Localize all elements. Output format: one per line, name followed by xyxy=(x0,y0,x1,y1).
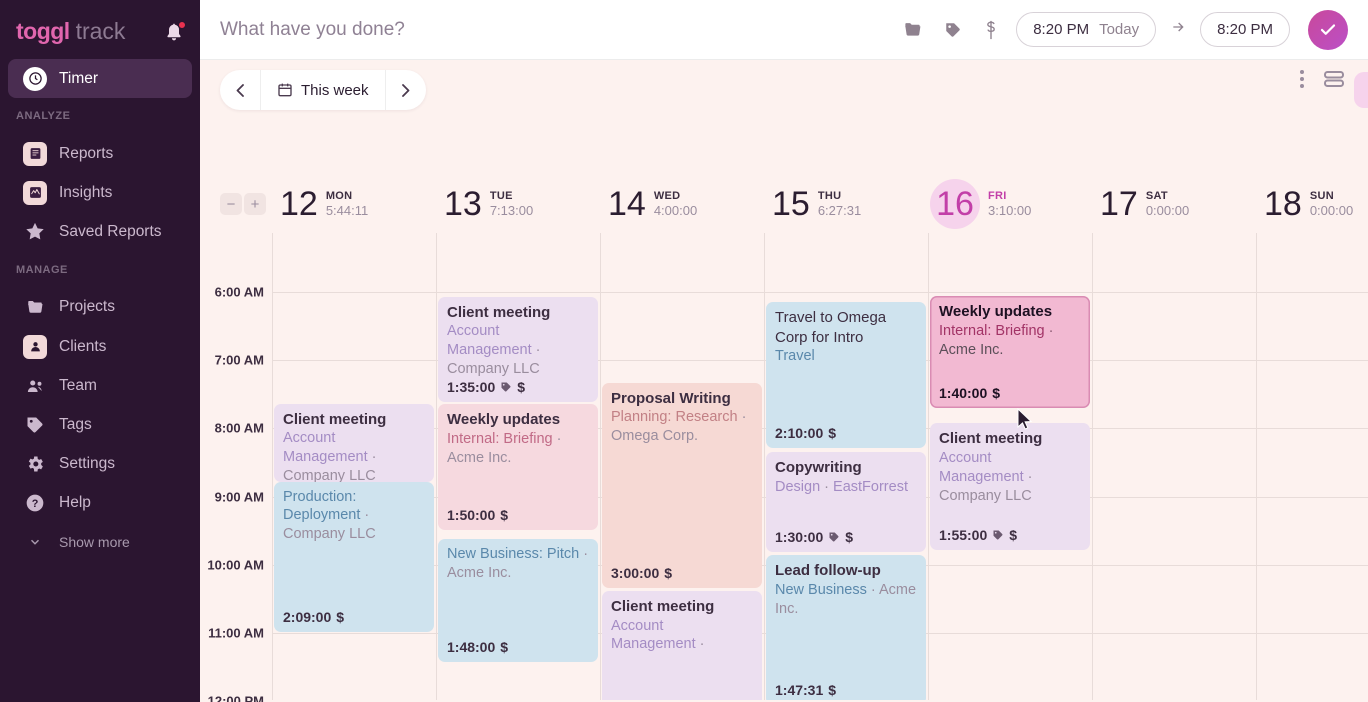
svg-text:?: ? xyxy=(32,498,39,510)
